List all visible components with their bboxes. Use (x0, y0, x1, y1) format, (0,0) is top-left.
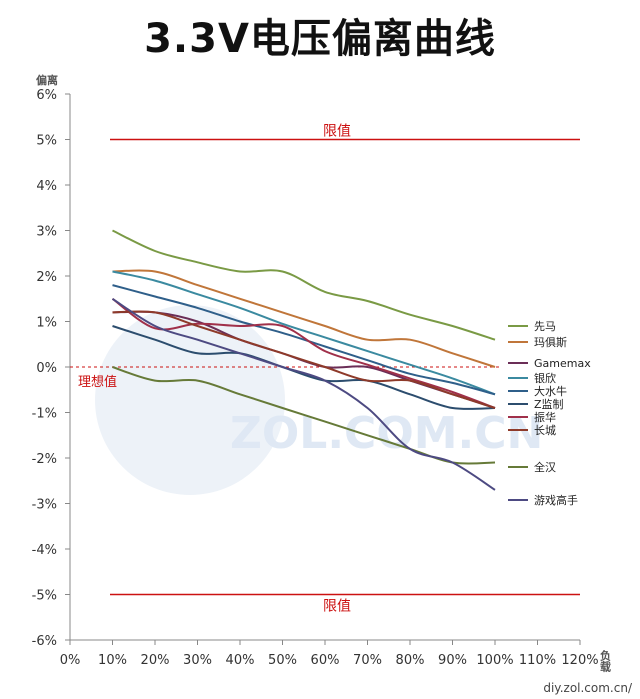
series-line (112, 229, 496, 341)
series-line (112, 269, 496, 368)
legend-item-label: 游戏高手 (534, 493, 578, 507)
legend-item-label: Gamemax (534, 357, 591, 370)
credit-text: diy.zol.com.cn/ (543, 681, 633, 695)
legend-item-label: 振华 (534, 410, 556, 424)
legend-item-label: 先马 (534, 320, 556, 333)
legend-item-label: 玛俱斯 (534, 335, 567, 349)
x-tick-label: 70% (353, 653, 382, 668)
chart-title: 3.3V电压偏离曲线 (144, 16, 496, 62)
x-tick-label: 120% (561, 653, 598, 668)
y-tick-label: 4% (36, 179, 57, 194)
y-tick-label: 2% (36, 270, 57, 285)
limit-label: 限值 (323, 599, 351, 615)
series-line (111, 297, 496, 491)
y-axis-title: 偏离 (36, 73, 58, 87)
x-tick-label: 40% (226, 653, 255, 668)
series-line (112, 310, 496, 409)
series-line (112, 270, 496, 396)
series-lines (111, 229, 496, 491)
x-axis-title: 负载 (599, 649, 612, 673)
y-tick-label: 5% (36, 134, 57, 149)
x-tick-label: 0% (60, 653, 81, 668)
legend-item-label: 大水牛 (534, 384, 567, 398)
y-tick-label: -6% (32, 634, 57, 649)
y-tick-label: -2% (32, 452, 57, 467)
legend-item-label: 银欣 (534, 371, 556, 385)
y-tick-label: -5% (32, 589, 57, 604)
legend-item-label: Z监制 (534, 398, 564, 411)
ideal-label: 理想值 (78, 374, 117, 390)
series-line (112, 284, 496, 396)
x-tick-label: 30% (183, 653, 212, 668)
y-tick-label: -1% (32, 407, 57, 422)
legend-item-label: 长城 (534, 424, 556, 437)
x-tick-label: 50% (268, 653, 297, 668)
axes: 6%5%4%3%2%1%0%-1%-2%-3%-4%-5%-6%0% 10% 20%… (32, 88, 612, 673)
limit-label: 限值 (323, 124, 351, 140)
series-line (112, 325, 496, 410)
x-tick-label: 90% (438, 653, 467, 668)
y-tick-label: -3% (32, 498, 57, 513)
y-tick-label: 0% (36, 361, 57, 376)
y-tick-label: 1% (36, 316, 57, 331)
y-tick-label: 3% (36, 225, 57, 240)
legend-item-label: 全汉 (534, 460, 556, 474)
x-tick-label: 60% (311, 653, 340, 668)
series-line (111, 297, 496, 409)
x-tick-label: 100% (476, 653, 513, 668)
x-tick-label: 80% (396, 653, 425, 668)
x-tick-label: 20% (141, 653, 170, 668)
watermark-text: ZOL.COM.CN (230, 408, 543, 459)
x-tick-label: 10% (98, 653, 127, 668)
y-tick-label: 6% (36, 88, 57, 103)
y-tick-label: -4% (32, 543, 57, 558)
x-tick-label: 110% (519, 653, 556, 668)
